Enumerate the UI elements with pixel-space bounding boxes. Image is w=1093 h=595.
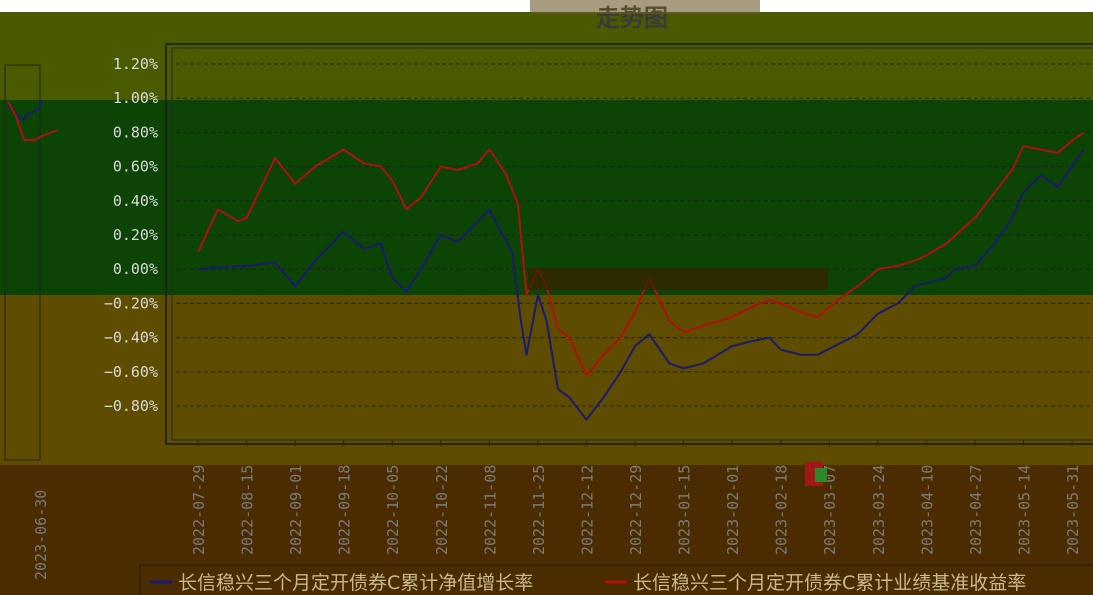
x-tick-label: 2023-02-01 [724, 465, 742, 555]
x-tick-label: 2023-01-15 [676, 465, 694, 555]
legend: 长信稳兴三个月定开债券C累计净值增长率 长信稳兴三个月定开债券C累计业绩基准收益率 [139, 564, 1093, 595]
x-tick-label: 2022-10-22 [433, 465, 451, 555]
y-tick-label: 0.60% [113, 158, 158, 176]
series-line-benchmark [197, 131, 1084, 377]
x-tick-label: 2023-03-07 [821, 465, 839, 555]
x-tick-label: 2023-05-31 [1064, 465, 1082, 555]
x-tick-label: 2022-10-05 [384, 465, 402, 555]
x-axis-ticks: 2022-07-29 2022-08-15 2022-09-01 2022-09-18… [190, 440, 1082, 555]
x-tick-label: 2023-04-10 [918, 465, 936, 555]
artifact-mid [528, 268, 828, 290]
plot-frame-outer [165, 43, 1093, 445]
y-tick-label: −0.80% [104, 397, 158, 415]
plot-frame-inner [171, 47, 1093, 441]
y-tick-label: 0.20% [113, 226, 158, 244]
x-tick-label: 2023-04-27 [967, 465, 985, 555]
x-tick-label: 2022-09-18 [336, 465, 354, 555]
y-tick-label: 0.00% [113, 260, 158, 278]
series-line-nav [197, 148, 1085, 421]
y-tick-label: 1.20% [113, 55, 158, 73]
inset-series-red [7, 101, 59, 141]
legend-label: 长信稳兴三个月定开债券C累计净值增长率 [178, 572, 533, 594]
inset-x-tick: 2023-06-30 [32, 490, 50, 580]
x-tick-label: 2022-12-12 [578, 465, 596, 555]
x-tick-label: 2022-12-29 [627, 465, 645, 555]
y-tick-label: 1.00% [113, 89, 158, 107]
legend-box [139, 564, 1093, 595]
y-tick-label: −0.20% [104, 294, 158, 312]
bg-top [0, 0, 1093, 100]
artifact-marker-2 [815, 468, 827, 482]
x-tick-label: 2022-11-25 [530, 465, 548, 555]
x-tick-label: 2022-07-29 [190, 465, 208, 555]
inset-panel [4, 64, 41, 461]
y-tick-label: 0.80% [113, 123, 158, 141]
x-tick-label: 2023-05-14 [1015, 465, 1033, 555]
y-tick-label: 0.40% [113, 192, 158, 210]
x-tick-label: 2023-03-24 [870, 465, 888, 555]
series-layer [197, 131, 1085, 421]
y-tick-label: −0.40% [104, 329, 158, 347]
artifact-top [530, 0, 760, 14]
x-tick-label: 2022-11-08 [481, 465, 499, 555]
bg-middle [0, 100, 1093, 295]
legend-label: 长信稳兴三个月定开债券C累计业绩基准收益率 [633, 572, 1026, 594]
y-axis-ticks: 1.20% 1.00% 0.80% 0.60% 0.40% 0.20% 0.00% −0.20… [104, 55, 158, 415]
x-tick-label: 2022-08-15 [239, 465, 257, 555]
x-tick-label: 2023-02-18 [773, 465, 791, 555]
y-tick-label: −0.60% [104, 363, 158, 381]
x-tick-label: 2022-09-01 [287, 465, 305, 555]
